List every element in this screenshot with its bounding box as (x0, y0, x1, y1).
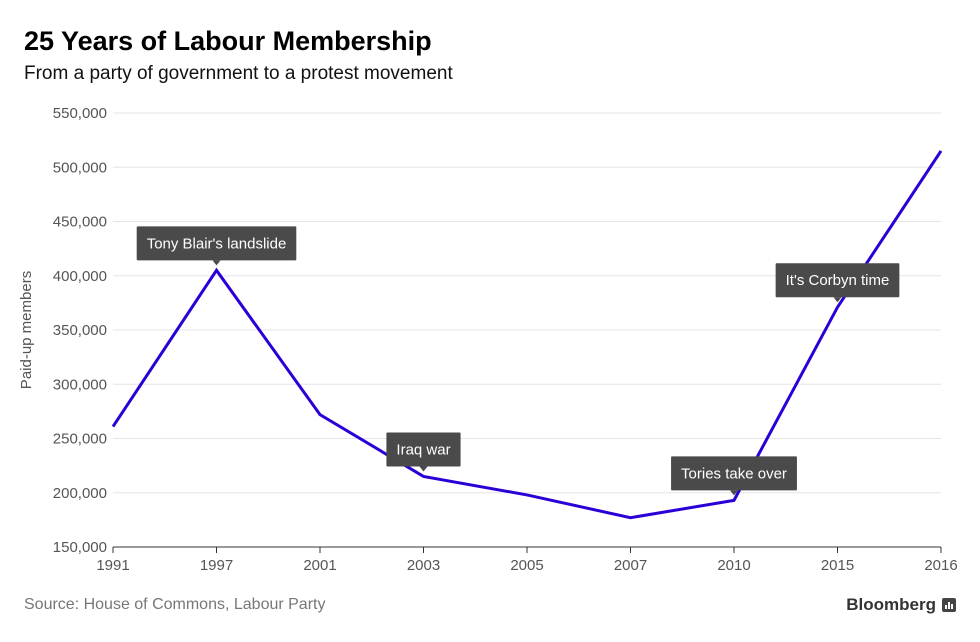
bloomberg-logo: Bloomberg (846, 595, 956, 615)
chart-subtitle: From a party of government to a protest … (24, 63, 453, 84)
annotation-box (136, 226, 297, 261)
bloomberg-chart-icon (942, 598, 956, 612)
annotation: Tories take over (671, 456, 797, 496)
annotation-box (775, 263, 900, 298)
y-tick-label: 300,000 (53, 376, 107, 393)
x-tick-label: 2010 (717, 557, 750, 574)
x-tick-label: 2016 (924, 557, 957, 574)
x-tick-label: 1997 (200, 557, 233, 574)
x-tick-label: 2007 (614, 557, 647, 574)
annotation-pointer (419, 466, 428, 472)
annotation-box (671, 456, 797, 491)
annotation: It's Corbyn time (775, 263, 900, 303)
y-tick-label: 250,000 (53, 431, 107, 448)
chart-title: 25 Years of Labour Membership (24, 26, 432, 56)
y-tick-label: 450,000 (53, 214, 107, 231)
y-tick-label: 200,000 (53, 485, 107, 502)
y-tick-label: 150,000 (53, 539, 107, 556)
annotation-label: Tories take over (681, 465, 787, 482)
annotation-pointer (212, 260, 221, 266)
y-tick-label: 400,000 (53, 268, 107, 285)
x-tick-label: 2001 (303, 557, 336, 574)
annotation-label: Iraq war (396, 441, 450, 458)
y-axis-label: Paid-up members (18, 271, 35, 389)
x-tick-label: 1991 (96, 557, 129, 574)
annotation: Iraq war (386, 432, 461, 472)
series-line (111, 150, 943, 520)
annotation-pointer (730, 490, 738, 496)
brand-name: Bloomberg (846, 595, 936, 614)
annotation-box (386, 432, 461, 467)
y-tick-label: 500,000 (53, 159, 107, 176)
x-tick-label: 2003 (407, 557, 440, 574)
x-tick-label: 2015 (821, 557, 854, 574)
x-tick-label: 2005 (510, 557, 543, 574)
annotation-label: It's Corbyn time (786, 272, 890, 289)
annotation: Tony Blair's landslide (136, 226, 297, 266)
y-tick-label: 550,000 (53, 105, 107, 122)
annotation-label: Tony Blair's landslide (147, 235, 287, 252)
annotation-pointer (833, 297, 842, 303)
y-tick-label: 350,000 (53, 322, 107, 339)
source-note: Source: House of Commons, Labour Party (24, 596, 326, 613)
